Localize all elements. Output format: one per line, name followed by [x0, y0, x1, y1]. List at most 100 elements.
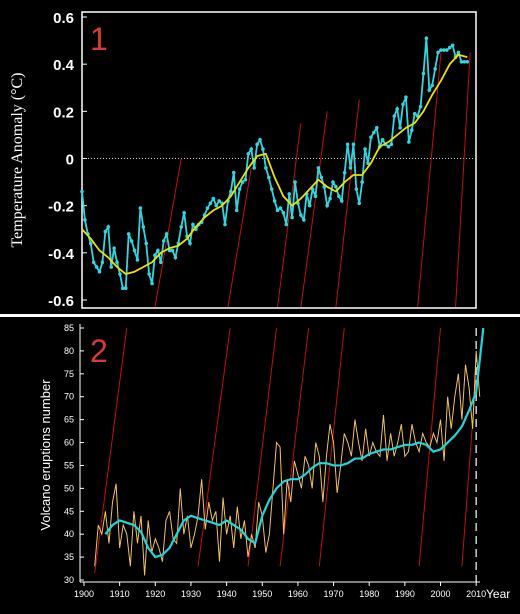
panel-1-annual-point — [427, 88, 432, 92]
panel-1-annual-point — [191, 222, 195, 227]
panel-1-annual-point — [409, 128, 414, 132]
panel-1-reference-line — [300, 111, 328, 308]
panel-divider — [0, 314, 520, 317]
panel-2-y-tick-label: 55 — [64, 460, 74, 470]
panel-1-annual-point — [138, 206, 143, 210]
panel-1-annual-point — [424, 36, 429, 41]
panel-1-annual-point — [121, 286, 125, 291]
panel-1-annual-point — [135, 258, 140, 262]
panel-1-annual-point — [389, 142, 394, 147]
panel-1-annual-point — [161, 239, 166, 243]
panel-1-annual-point — [392, 114, 397, 118]
panel-1-annual-point — [418, 104, 423, 109]
panel-2-reference-line — [318, 327, 345, 567]
panel-2-y-tick-label: 85 — [64, 323, 74, 333]
panel-1-annual-point — [243, 177, 248, 182]
panel-2-x-tick-label: 1960 — [288, 589, 308, 599]
panel-1-annual-point — [211, 196, 216, 201]
panel-2-x-tick-label: 1930 — [181, 589, 201, 599]
panel-1-annual-point — [442, 48, 446, 52]
panel-1-annual-point — [459, 60, 464, 64]
panel-1-annual-point — [252, 166, 256, 170]
panel-1-annual-point — [141, 225, 146, 229]
panel-1-annual-point — [462, 60, 467, 64]
panel-1-annual-point — [249, 147, 254, 151]
panel-2-x-tick-label: 2000 — [431, 589, 451, 599]
panel-1-annual-point — [366, 161, 370, 166]
panel-1-annual-point — [357, 201, 362, 206]
panel-1-smoothed-line — [81, 53, 468, 275]
panel-2-reference-line — [247, 327, 278, 567]
panel-1-annual-point — [255, 142, 259, 147]
panel-1-annual-point — [293, 180, 297, 184]
panel-1-annual-point — [159, 260, 163, 265]
panel-2-y-tick-label: 40 — [64, 529, 74, 539]
panel-1-annual-point — [290, 215, 294, 220]
panel-1-annual-point — [83, 218, 87, 222]
panel-1-annual-point — [179, 225, 184, 229]
panel-1-annual-point — [386, 144, 391, 149]
panel-1: 1 Temperature Anomaly (°C) 0.6 0.4 0.2 0 -0.… — [9, 10, 477, 310]
panel-1-annual-point — [412, 111, 417, 116]
panel-1-annual-point — [208, 201, 213, 206]
panel-1-annual-point — [147, 272, 151, 276]
panel-1-annual-point — [319, 175, 324, 180]
panel-1-annual-point — [129, 239, 134, 243]
panel-2-reference-line — [197, 327, 231, 567]
panel-1-annual-point — [106, 225, 111, 229]
panel-1-annual-point — [328, 196, 332, 201]
panel-1-annual-point — [214, 203, 219, 208]
panel-1-reference-line — [154, 158, 182, 308]
panel-1-annual-point — [223, 222, 227, 227]
panel-1-annual-point — [100, 260, 105, 265]
panel-1-annual-point — [80, 189, 84, 194]
panel-2-annual-line — [94, 350, 481, 576]
panel-1-y-tick-label: -0.6 — [48, 293, 74, 310]
panel-2-x-tick-label: 1990 — [395, 589, 415, 599]
panel-1-annual-point — [398, 126, 402, 130]
panel-2-y-tick-label: 50 — [64, 483, 74, 493]
panel-1-annual-point — [97, 269, 102, 274]
panel-2-y-tick-label: 45 — [64, 506, 74, 516]
panel-2-x-tick-label: 2010 — [466, 589, 486, 599]
panel-2-y-tick-label: 75 — [64, 369, 74, 379]
panel-1-annual-point — [258, 137, 262, 142]
panel-1-y-tick-label: 0 — [66, 152, 74, 169]
panel-1-annual-point — [436, 50, 440, 55]
panel-1-annual-point — [334, 185, 338, 189]
panel-1-annual-point — [369, 135, 373, 140]
panel-1-annual-point — [91, 260, 96, 265]
panel-1-annual-point — [103, 229, 108, 234]
panel-1-reference-line — [417, 52, 442, 308]
panel-2-y-tick-label: 30 — [64, 575, 74, 585]
panel-2-smoothed-line — [104, 327, 485, 559]
panel-1-reference-line — [455, 52, 471, 308]
panel-1-annual-point — [217, 199, 221, 203]
panel-2-reference-line — [279, 327, 310, 567]
panel-1-annual-point — [372, 130, 376, 135]
panel-1-annual-point — [188, 241, 192, 246]
panel-1-annual-point — [465, 60, 470, 64]
panel-1-annual-point — [407, 140, 411, 144]
panel-1-annual-point — [170, 248, 175, 253]
panel-2-x-tick-label: 1940 — [217, 589, 237, 599]
panel-1-annual-point — [164, 232, 169, 236]
panel-1-annual-point — [278, 206, 283, 210]
panel-1-annual-point — [264, 166, 268, 170]
panel-1-annual-point — [430, 83, 435, 88]
panel-1-annual-point — [433, 67, 437, 71]
panel-1-annual-point — [229, 189, 233, 194]
panel-1-annual-point — [156, 248, 160, 253]
panel-2-x-tick-label: 1970 — [324, 589, 344, 599]
panel-2-x-tick-label: 1900 — [74, 589, 94, 599]
panel-1-annual-point — [281, 210, 286, 215]
panel-1-reference-line — [227, 167, 252, 308]
panel-1-annual-point — [299, 213, 303, 217]
panel-1-y-tick-label: -0.2 — [48, 199, 74, 216]
panel-1-annual-point — [342, 170, 347, 175]
panel-2-y-tick-label: 60 — [64, 438, 74, 448]
panel-1-annual-point — [144, 241, 149, 246]
panel-1-annual-point — [150, 281, 154, 286]
panel-2-x-tick-label: 1910 — [110, 589, 130, 599]
